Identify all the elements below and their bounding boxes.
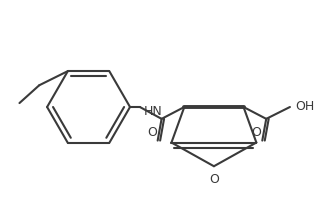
Text: O: O [147,126,157,139]
Text: O: O [209,173,219,186]
Text: OH: OH [295,100,314,112]
Text: HN: HN [144,105,163,118]
Text: O: O [252,126,261,139]
